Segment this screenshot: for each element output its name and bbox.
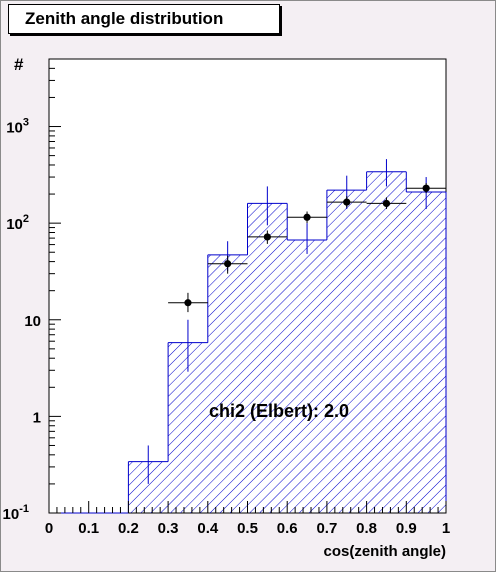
x-tick-label: 0.3 bbox=[158, 520, 179, 537]
histogram-fill bbox=[49, 171, 446, 514]
chart-title: Zenith angle distribution bbox=[25, 9, 224, 28]
axes-layer: 0 0.1 0.2 0.3 0.4 0.5 0.6 0.7 0.8 0.9 1 10-1 1 10 102 1… bbox=[3, 58, 450, 537]
x-tick-label: 0 bbox=[45, 520, 53, 537]
x-tick-label: 0.9 bbox=[396, 520, 417, 537]
data-point bbox=[224, 260, 232, 268]
y-tick-label: 1 bbox=[33, 409, 41, 426]
y-axis-label: # bbox=[14, 55, 24, 74]
data-point bbox=[263, 233, 271, 241]
data-point bbox=[303, 213, 311, 221]
data-points-layer bbox=[168, 183, 446, 313]
data-point bbox=[184, 299, 192, 307]
chi2-annotation: chi2 (Elbert): 2.0 bbox=[209, 401, 349, 421]
x-tick-label: 1 bbox=[442, 520, 450, 537]
x-tick-label: 0.4 bbox=[197, 520, 219, 537]
x-tick-label: 0.1 bbox=[78, 520, 99, 537]
x-tick-label: 0.2 bbox=[118, 520, 139, 537]
data-point bbox=[382, 199, 391, 208]
data-point bbox=[422, 184, 430, 192]
y-tick-label: 103 bbox=[6, 117, 29, 137]
x-tick-label: 0.5 bbox=[237, 520, 258, 537]
x-tick-label: 0.8 bbox=[356, 520, 377, 537]
data-point bbox=[343, 198, 351, 206]
y-tick-label: 102 bbox=[6, 213, 29, 233]
x-tick-label: 0.6 bbox=[277, 520, 298, 537]
title-box: Zenith angle distribution bbox=[8, 4, 280, 34]
x-axis-label: cos(zenith angle) bbox=[323, 543, 446, 560]
y-tick-label: 10 bbox=[24, 313, 41, 330]
y-tick-label: 10-1 bbox=[3, 503, 29, 523]
x-tick-label: 0.7 bbox=[316, 520, 337, 537]
